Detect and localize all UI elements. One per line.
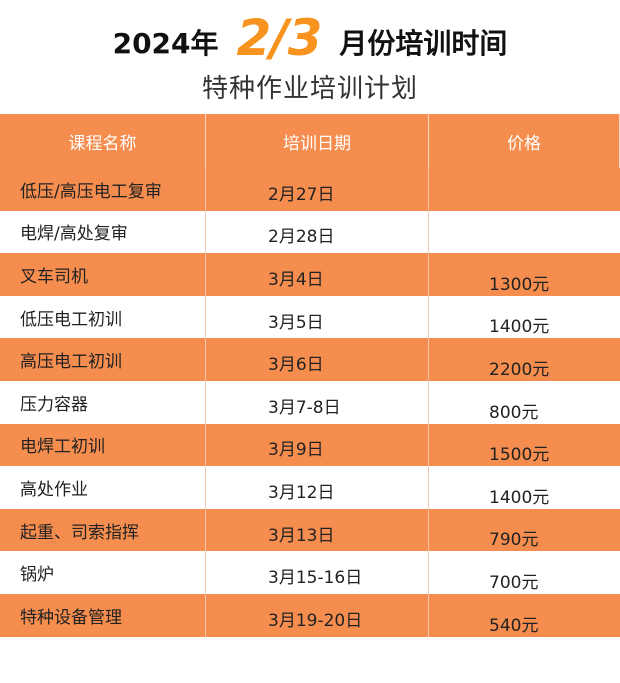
price-cell <box>429 211 620 254</box>
price-cell: 1400元 <box>489 317 550 338</box>
title-month: 2/3 <box>236 9 323 67</box>
date-cell: 3月7-8日 <box>206 380 429 424</box>
price-cell: 1500元 <box>429 423 620 467</box>
course-name-cell: 高压电工初训 <box>0 338 206 381</box>
course-name-cell: 高处作业 <box>0 466 206 509</box>
date-cell: 3月4日 <box>206 253 429 296</box>
price-cell: 790元 <box>429 508 620 552</box>
price-cell: 800元 <box>489 402 539 423</box>
course-name-cell: 特种设备管理 <box>0 593 206 637</box>
course-name-cell: 锅炉 <box>0 551 206 594</box>
date-cell: 3月15-16日 <box>206 551 429 594</box>
course-name-cell: 叉车司机 <box>0 253 206 296</box>
column-header-date: 培训日期 <box>206 114 429 168</box>
date-cell: 3月19-20日 <box>206 593 429 637</box>
course-name-cell: 电焊工初训 <box>0 423 206 467</box>
price-cell <box>429 168 620 211</box>
date-cell: 3月9日 <box>206 423 429 467</box>
title-tail: 月份培训时间 <box>339 27 508 60</box>
date-cell: 3月12日 <box>206 466 429 509</box>
price-cell: 1400元 <box>489 487 550 508</box>
page-subtitle: 特种作业培训计划 <box>201 74 418 104</box>
course-name-cell: 起重、司索指挥 <box>0 508 206 552</box>
title-year: 2024年 <box>112 27 219 60</box>
course-name-cell: 压力容器 <box>0 380 206 424</box>
date-cell: 2月27日 <box>206 168 429 211</box>
price-cell: 700元 <box>489 572 539 593</box>
date-cell: 3月13日 <box>206 508 429 552</box>
course-name-cell: 低压/高压电工复审 <box>0 168 206 211</box>
date-cell: 2月28日 <box>206 210 429 254</box>
page-title: 2024年 2/3 月份培训时间 <box>0 8 620 68</box>
column-header-price: 价格 <box>429 114 620 168</box>
course-name-cell: 电焊/高处复审 <box>0 210 206 254</box>
course-name-cell: 低压电工初训 <box>0 295 206 339</box>
price-cell: 1300元 <box>429 253 620 296</box>
price-cell: 2200元 <box>429 338 620 381</box>
date-cell: 3月6日 <box>206 338 429 381</box>
date-cell: 3月5日 <box>206 295 429 339</box>
price-cell: 540元 <box>429 593 620 637</box>
training-schedule-table: 课程名称 培训日期 价格 低压/高压电工复审 2月27日 电焊/高处复审 2月2… <box>0 114 620 637</box>
column-header-course: 课程名称 <box>0 114 206 168</box>
